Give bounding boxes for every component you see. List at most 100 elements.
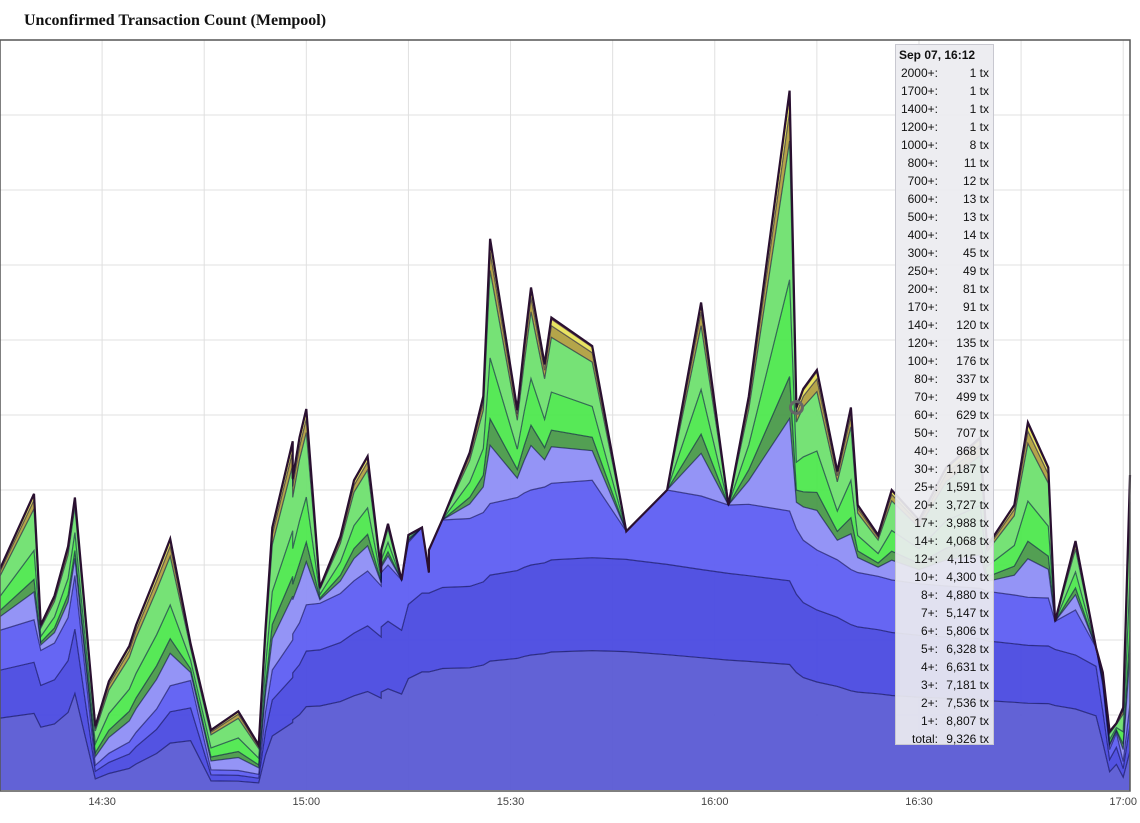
band-50-100-sat — [0, 279, 1130, 765]
tooltip-row: 4+: 6,631 tx — [899, 658, 989, 676]
tooltip-row-key: 4+: — [920, 660, 938, 674]
tooltip-row: 5+: 6,328 tx — [899, 640, 989, 658]
tooltip-row-key: 20+: — [914, 498, 938, 512]
tooltip-row-key: 250+: — [907, 264, 938, 278]
tooltip-rows: 2000+: 1 tx 1700+: 1 tx 1400+: 1 tx 1200+: 1 tx… — [899, 64, 989, 748]
tooltip-header: Sep 07, 16:12 — [899, 48, 976, 62]
tooltip-row: 80+: 337 tx — [899, 370, 989, 388]
tooltip-row-key: 170+: — [907, 300, 938, 314]
tooltip-row-key: 2000+: — [900, 66, 938, 80]
x-tick-label: 14:30 — [88, 796, 116, 808]
tooltip-row: 25+: 1,591 tx — [899, 478, 989, 496]
tooltip-row-value: 1 tx — [969, 120, 989, 134]
tooltip-row-key: 60+: — [914, 408, 938, 422]
tooltip-row-key: 800+: — [907, 156, 938, 170]
tooltip-row-value: 3,988 tx — [946, 516, 989, 530]
tooltip-row-key: 80+: — [914, 372, 938, 386]
tooltip-row-key: 500+: — [907, 210, 938, 224]
tooltip-row-key: 2+: — [920, 696, 938, 710]
tooltip-row-value: 49 tx — [962, 264, 989, 278]
tooltip-row: 140+: 120 tx — [899, 316, 989, 334]
tooltip-row-value: 4,300 tx — [946, 570, 989, 584]
tooltip-row-key: 1200+: — [900, 120, 938, 134]
tooltip-row: 250+: 49 tx — [899, 262, 989, 280]
tooltip-row: 400+: 14 tx — [899, 226, 989, 244]
tooltip-row: 800+: 11 tx — [899, 154, 989, 172]
tooltip-row: 700+: 12 tx — [899, 172, 989, 190]
tooltip-row-value: 4,068 tx — [946, 534, 989, 548]
x-tick-label: 16:30 — [905, 796, 933, 808]
tooltip-row-key: 140+: — [907, 318, 938, 332]
band-12-20-sat — [0, 418, 1130, 775]
band-2-4-sat — [0, 557, 1130, 783]
tooltip-row-value: 1,187 tx — [946, 462, 989, 476]
tooltip-row-value: 8,807 tx — [946, 714, 989, 728]
tooltip-row-value: 1 tx — [969, 102, 989, 116]
tooltip-row-key: 14+: — [914, 534, 938, 548]
tooltip-row-key: 300+: — [907, 246, 938, 260]
x-axis: 14:30 15:00 15:30 16:00 16:30 17:00 — [88, 796, 1137, 808]
tooltip-row: 70+: 499 tx — [899, 388, 989, 406]
tooltip-row-key: 40+: — [914, 444, 938, 458]
tooltip-row-key: 120+: — [907, 336, 938, 350]
tooltip-row-value: 12 tx — [962, 174, 989, 188]
tooltip-row: 17+: 3,988 tx — [899, 514, 989, 532]
tooltip-row-value: 13 tx — [962, 192, 989, 206]
tooltip-row-key: 1+: — [920, 714, 938, 728]
tooltip-row-value: 8 tx — [969, 138, 989, 152]
tooltip-row: 2000+: 1 tx — [899, 64, 989, 82]
hover-marker — [788, 400, 804, 415]
tooltip-row: 30+: 1,187 tx — [899, 460, 989, 478]
tooltip-row: 12+: 4,115 tx — [899, 550, 989, 568]
tooltip-row: 170+: 91 tx — [899, 298, 989, 316]
tooltip-row-value: 5,147 tx — [946, 606, 989, 620]
tooltip-row: 1200+: 1 tx — [899, 118, 989, 136]
tooltip-row-value: 499 tx — [956, 390, 989, 404]
tooltip-row: 10+: 4,300 tx — [899, 568, 989, 586]
tooltip-row: 1+: 8,807 tx — [899, 712, 989, 730]
tooltip-row-key: total: — [911, 732, 938, 746]
band-120-250-sat — [0, 141, 1130, 759]
tooltip-row-value: 13 tx — [962, 210, 989, 224]
tooltip-row: 1700+: 1 tx — [899, 82, 989, 100]
tooltip-row-value: 4,880 tx — [946, 588, 989, 602]
tooltip-row: 40+: 868 tx — [899, 442, 989, 460]
tooltip-row-key: 100+: — [907, 354, 938, 368]
tooltip-row-key: 1400+: — [900, 102, 938, 116]
tooltip-row: 600+: 13 tx — [899, 190, 989, 208]
tooltip-row-key: 6+: — [920, 624, 938, 638]
tooltip-row-value: 868 tx — [956, 444, 989, 458]
tooltip-row-key: 30+: — [914, 462, 938, 476]
tooltip-row-value: 6,631 tx — [946, 660, 989, 674]
tooltip-row-value: 1 tx — [969, 84, 989, 98]
tooltip-row-value: 629 tx — [956, 408, 989, 422]
tooltip-row-value: 5,806 tx — [946, 624, 989, 638]
tooltip-row-value: 135 tx — [956, 336, 989, 350]
tooltip-row-value: 3,727 tx — [946, 498, 989, 512]
band-1-sat — [0, 650, 1130, 790]
tooltip-row: 8+: 4,880 tx — [899, 586, 989, 604]
tooltip-row: 100+: 176 tx — [899, 352, 989, 370]
chart-title: Unconfirmed Transaction Count (Mempool) — [24, 12, 327, 29]
tooltip-row-value: 337 tx — [956, 372, 989, 386]
tooltip-row-key: 1700+: — [900, 84, 938, 98]
tooltip-row-key: 1000+: — [900, 138, 938, 152]
tooltip-row-value: 120 tx — [956, 318, 989, 332]
tooltip-row: 14+: 4,068 tx — [899, 532, 989, 550]
tooltip-row-value: 81 tx — [962, 282, 989, 296]
tooltip-row-value: 1,591 tx — [946, 480, 989, 494]
tooltip-row-value: 11 tx — [963, 156, 989, 170]
tooltip: Sep 07, 16:12 2000+: 1 tx 1700+: 1 tx 1400+:… — [895, 44, 994, 748]
tooltip-row-key: 700+: — [907, 174, 938, 188]
band-25-40-sat — [0, 376, 1130, 768]
tooltip-row: 6+: 5,806 tx — [899, 622, 989, 640]
tooltip-row-value: 9,326 tx — [946, 732, 989, 746]
tooltip-row: 2+: 7,536 tx — [899, 694, 989, 712]
tooltip-row-value: 6,328 tx — [946, 642, 989, 656]
x-tick-label: 16:00 — [701, 796, 729, 808]
plot-frame — [0, 39, 1131, 792]
tooltip-row-value: 14 tx — [962, 228, 989, 242]
x-tick-label: 15:00 — [293, 796, 321, 808]
tooltip-row: 200+: 81 tx — [899, 280, 989, 298]
tooltip-row: 300+: 45 tx — [899, 244, 989, 262]
